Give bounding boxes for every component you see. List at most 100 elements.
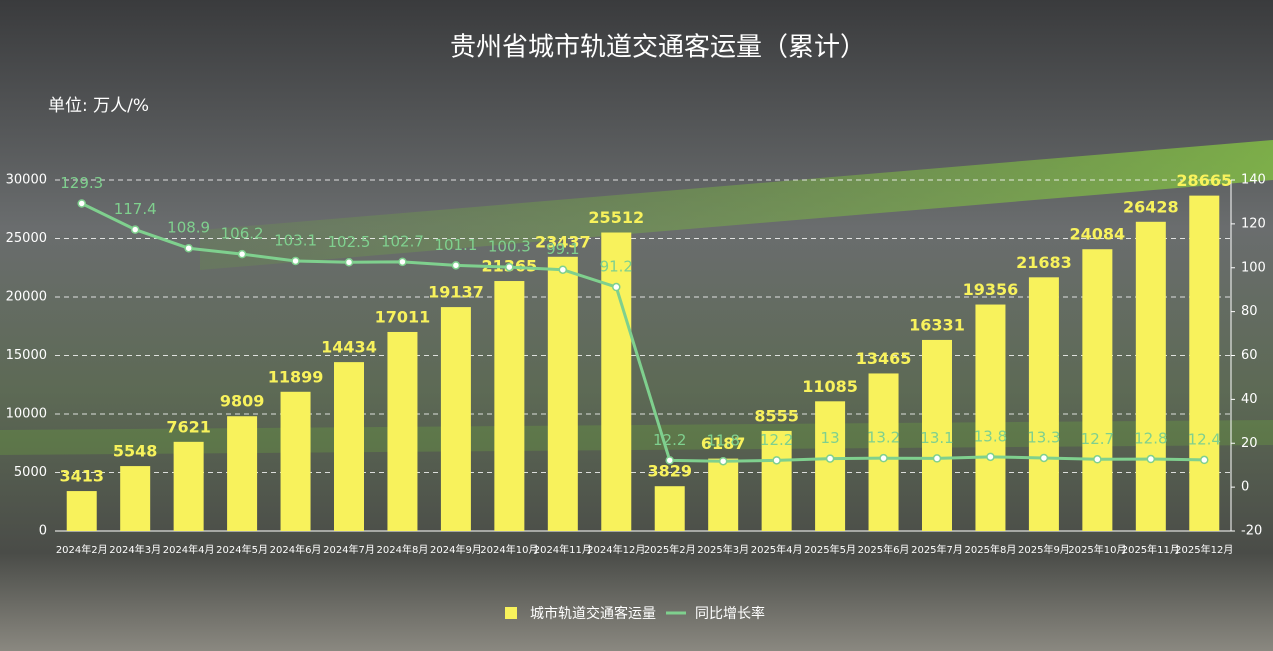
y2-tick-label: 140 — [1241, 173, 1266, 188]
line-value-label: 103.1 — [274, 231, 317, 249]
bar — [708, 458, 739, 531]
line-point — [1200, 455, 1209, 465]
bar — [1082, 249, 1113, 531]
line-point — [130, 225, 140, 234]
y-tick-label: 5000 — [14, 465, 47, 480]
line-value-label: 91.2 — [600, 258, 633, 276]
bar-value-label: 21683 — [1016, 253, 1072, 272]
bar-value-label: 19356 — [963, 280, 1019, 299]
line-point — [184, 243, 193, 253]
line-value-label: 12.2 — [760, 431, 793, 449]
x-tick-label: 2024年5月 — [216, 543, 268, 556]
line-value-label: 101.1 — [434, 236, 477, 254]
y-tick-label: 0 — [39, 524, 47, 539]
line-point — [291, 256, 300, 266]
line-value-label: 106.2 — [221, 225, 264, 243]
bar — [387, 331, 418, 531]
y-tick-label: 25000 — [6, 231, 47, 246]
x-tick-label: 2024年4月 — [163, 543, 215, 556]
legend-label: 同比增长率 — [695, 605, 765, 622]
line-value-label: 11.8 — [706, 432, 739, 450]
x-tick-label: 2025年8月 — [965, 543, 1017, 556]
bar-value-label: 23437 — [535, 232, 591, 251]
y2-tick-label: 60 — [1241, 348, 1258, 363]
y-tick-label: 15000 — [6, 348, 47, 363]
line-value-label: 13.8 — [974, 427, 1007, 445]
line-point — [986, 452, 995, 462]
line-value-label: 99.1 — [546, 240, 579, 258]
bar-value-label: 13465 — [856, 349, 912, 368]
bar-value-label: 16331 — [909, 315, 965, 334]
bar — [280, 391, 311, 531]
x-tick-label: 2025年9月 — [1018, 543, 1070, 556]
line-point — [1093, 455, 1102, 464]
x-tick-label: 2025年7月 — [911, 543, 963, 556]
line-value-label: 129.3 — [60, 174, 103, 192]
background-stripe — [200, 140, 1273, 270]
line-point — [879, 453, 888, 463]
x-tick-label: 2025年12月 — [1175, 543, 1233, 556]
bar — [227, 416, 258, 531]
line-point — [718, 456, 728, 466]
bar — [440, 307, 471, 531]
line-value-label: 13 — [821, 429, 840, 447]
x-tick-label: 2024年6月 — [270, 543, 322, 556]
x-tick-label: 2024年9月 — [430, 543, 482, 556]
chart-title: 贵州省城市轨道交通客运量（累计） — [450, 33, 866, 63]
x-tick-label: 2024年3月 — [109, 543, 161, 556]
line-point — [451, 261, 461, 270]
y2-tick-label: 0 — [1241, 480, 1249, 495]
x-tick-label: 2025年3月 — [697, 543, 749, 556]
x-tick-label: 2024年7月 — [323, 543, 375, 556]
x-tick-label: 2024年8月 — [377, 543, 429, 556]
bar — [654, 486, 685, 531]
bar-value-label: 11899 — [268, 367, 324, 386]
bar — [173, 441, 204, 531]
x-tick-label: 2024年10月 — [480, 543, 538, 556]
bar — [815, 401, 846, 531]
bar — [601, 232, 632, 532]
bar-value-label: 28665 — [1176, 171, 1232, 190]
bar — [66, 491, 97, 531]
x-tick-label: 2025年6月 — [858, 543, 910, 556]
line-value-label: 13.3 — [1027, 428, 1060, 446]
line-point — [237, 249, 247, 259]
line-value-label: 12.2 — [653, 431, 686, 449]
y2-tick-label: 40 — [1241, 392, 1258, 407]
x-tick-label: 2025年11月 — [1122, 543, 1180, 556]
y2-tick-label: 80 — [1241, 304, 1258, 319]
line-point — [344, 258, 354, 267]
bar-value-label: 25512 — [588, 208, 644, 227]
line-point — [77, 199, 86, 208]
bar-value-label: 6187 — [701, 434, 746, 453]
bar-value-label: 19137 — [428, 283, 484, 302]
bar-value-label: 9809 — [220, 392, 265, 411]
line-point — [558, 265, 568, 274]
bar — [494, 281, 525, 531]
line-point — [1039, 453, 1049, 463]
x-tick-label: 2024年11月 — [534, 543, 592, 556]
bar-value-label: 17011 — [375, 307, 431, 326]
line-point — [665, 456, 674, 465]
bar-value-label: 24084 — [1070, 225, 1126, 244]
y2-tick-label: 20 — [1241, 436, 1258, 451]
bar — [1028, 277, 1059, 531]
x-tick-label: 2025年10月 — [1068, 543, 1126, 556]
line-value-label: 13.2 — [867, 429, 900, 447]
y-tick-label: 20000 — [6, 290, 47, 305]
y2-tick-label: 120 — [1241, 216, 1266, 231]
bar — [975, 304, 1006, 531]
bar — [868, 373, 899, 531]
bar — [547, 256, 578, 531]
line-value-label: 108.9 — [167, 219, 210, 237]
bar-value-label: 11085 — [802, 377, 858, 396]
line-value-label: 13.1 — [920, 429, 953, 447]
line-value-label: 117.4 — [114, 200, 157, 218]
line-point — [932, 454, 942, 463]
bar-value-label: 3829 — [647, 462, 692, 481]
x-tick-label: 2024年2月 — [56, 543, 108, 556]
x-tick-label: 2025年5月 — [804, 543, 856, 556]
legend-label: 城市轨道交通客运量 — [530, 605, 656, 622]
